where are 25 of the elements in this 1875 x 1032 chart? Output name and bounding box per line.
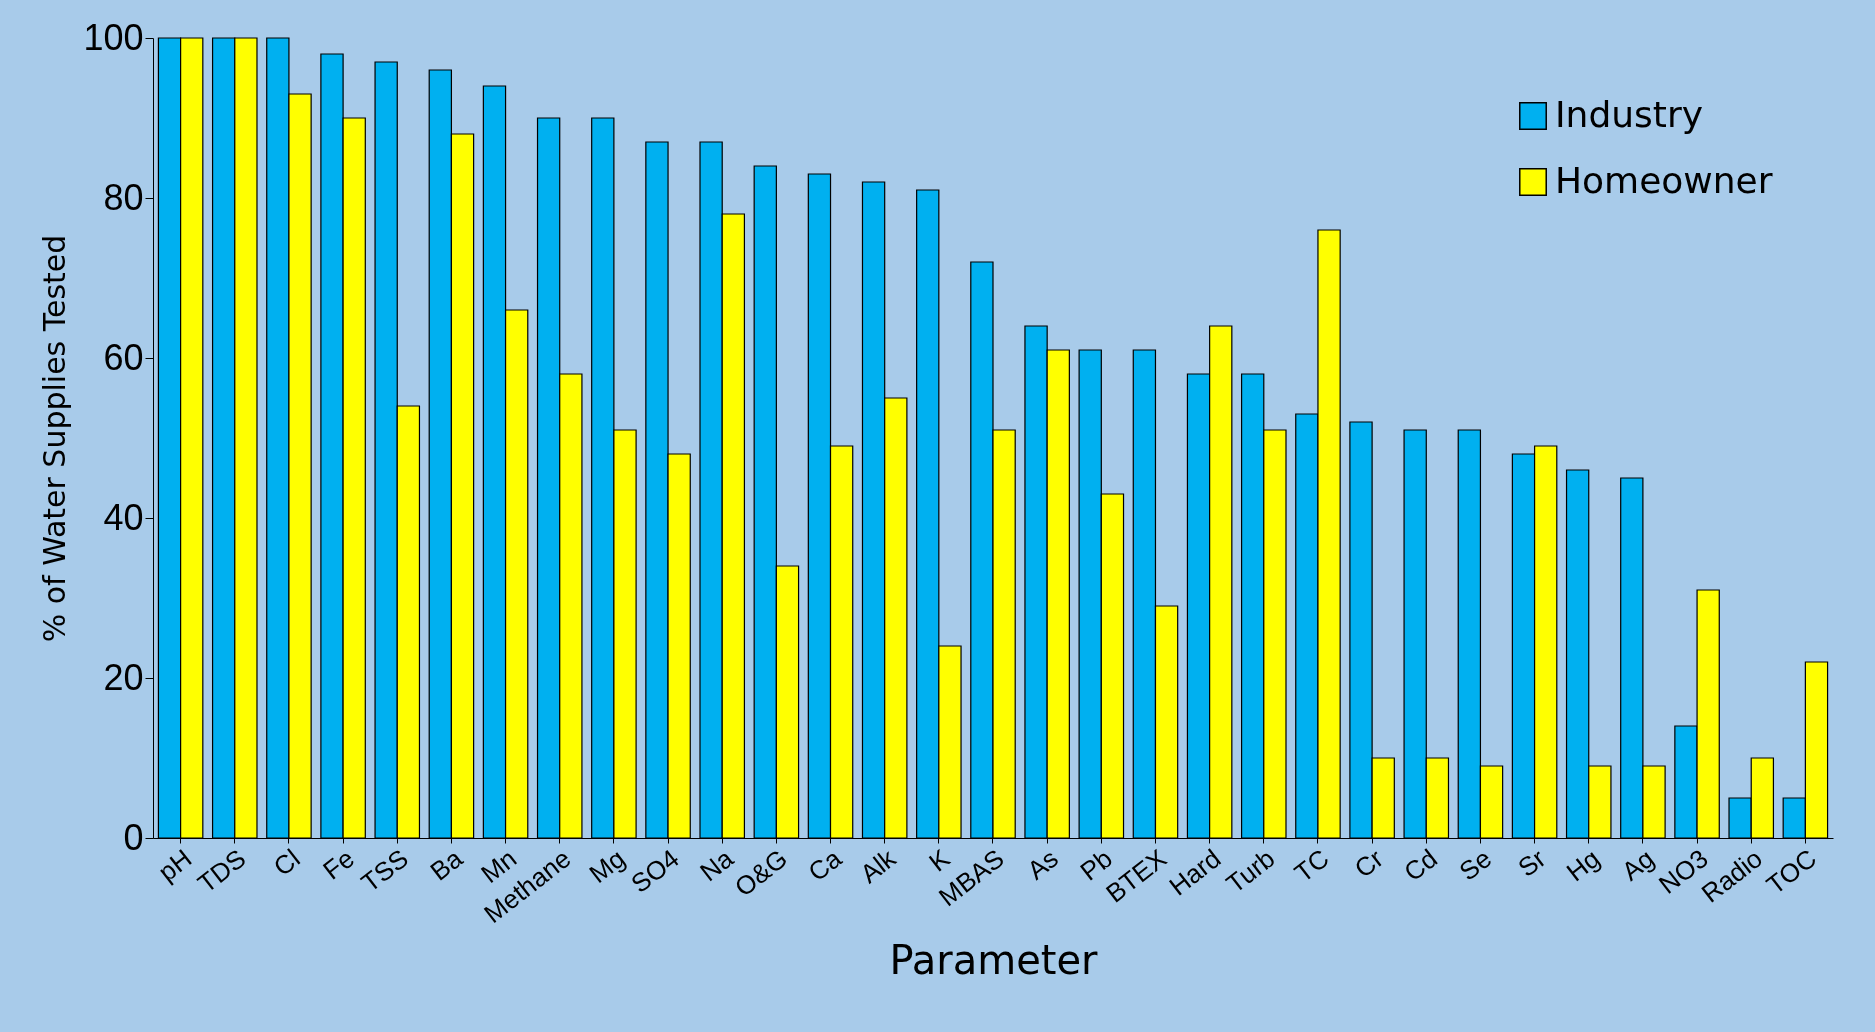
y-tick-label: 80 xyxy=(103,176,144,218)
x-tick-label: Mg xyxy=(583,843,631,890)
y-tick-label: 60 xyxy=(103,336,144,378)
x-tick-label: Se xyxy=(1453,843,1498,887)
x-tick-label: Sr xyxy=(1512,842,1552,883)
x-tick-label: Ba xyxy=(424,842,469,887)
x-tick-label: Hg xyxy=(1560,843,1606,888)
x-tick-label: Cl xyxy=(267,843,306,882)
x-tick-label: TC xyxy=(1288,843,1335,889)
x-tick-label: Ca xyxy=(802,842,848,888)
x-tick-label: Alk xyxy=(854,842,903,890)
y-tick-label: 100 xyxy=(83,16,144,58)
x-tick-label: Cr xyxy=(1348,842,1389,884)
x-tick-label: Cd xyxy=(1398,843,1443,888)
y-tick-label: 0 xyxy=(123,816,144,858)
x-tick-label: TDS xyxy=(191,843,252,899)
y-tick-label: 40 xyxy=(103,496,144,538)
x-tick-label: Turb xyxy=(1220,843,1281,900)
y-axis-title: % of Water Supplies Tested xyxy=(37,234,73,643)
x-tick-label: TOC xyxy=(1760,843,1822,901)
legend-label: Homeowner xyxy=(1555,160,1773,201)
y-tick-label: 20 xyxy=(103,656,144,698)
x-tick-label: As xyxy=(1021,843,1064,886)
legend-label: Industry xyxy=(1555,94,1704,135)
x-axis-title: Parameter xyxy=(889,937,1099,984)
